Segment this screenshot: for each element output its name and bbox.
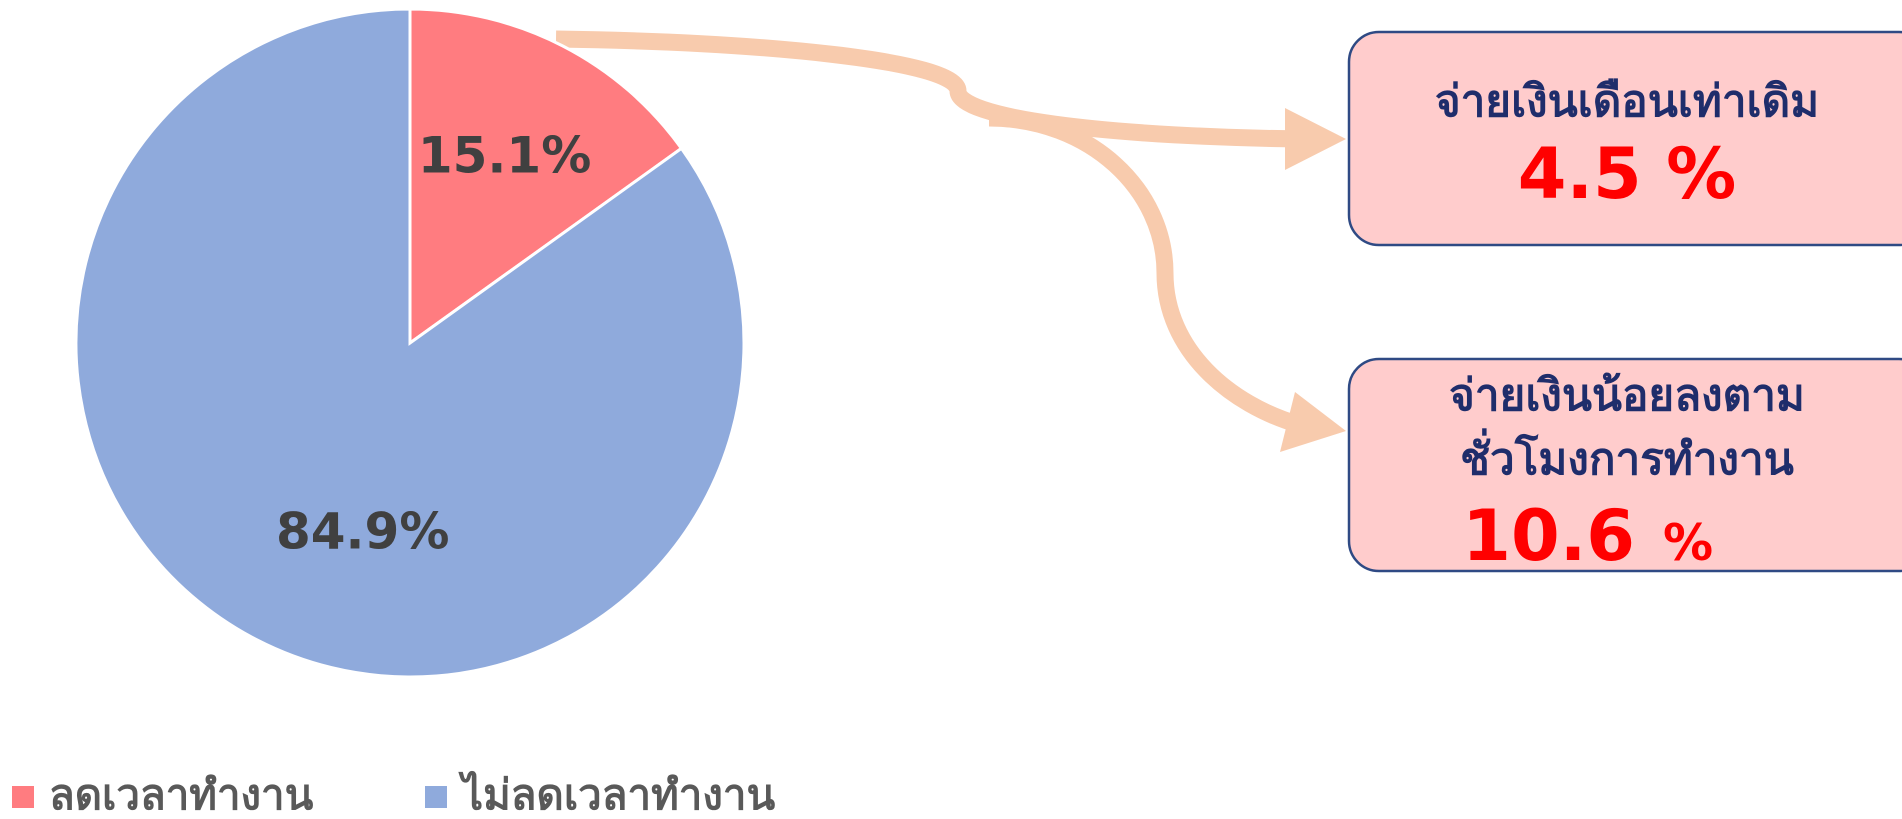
annotation-value: 10.6	[1462, 495, 1635, 577]
arrow-head-1	[1285, 108, 1346, 170]
annotation-text: จ่ายเงินน้อยลงตาม	[1449, 370, 1805, 421]
annotation-text: จ่ายเงินเดือนเท่าเดิม	[1435, 76, 1819, 127]
data-label: 84.9%	[276, 503, 449, 561]
legend-swatch	[425, 786, 447, 808]
arrow-head-2	[1280, 392, 1346, 452]
annotation-value: 4.5 %	[1518, 133, 1737, 215]
annotation-box	[1347, 357, 1902, 573]
data-label: 15.1%	[418, 126, 591, 184]
pie-slice	[408, 7, 684, 346]
annotation-box	[1347, 30, 1902, 247]
arrow-2	[988, 109, 1303, 434]
legend-label: ลดเวลาทำงาน	[49, 770, 314, 815]
legend-swatch	[12, 786, 34, 808]
annotation-text: ชั่วโมงการทำงาน	[1460, 428, 1794, 485]
arrow-1	[555, 30, 1301, 148]
annotation-unit: %	[1663, 514, 1713, 572]
legend-label: ไม่ลดเวลาทำงาน	[458, 770, 775, 815]
connector-arrows	[555, 30, 1346, 452]
pie-slice	[74, 7, 746, 679]
